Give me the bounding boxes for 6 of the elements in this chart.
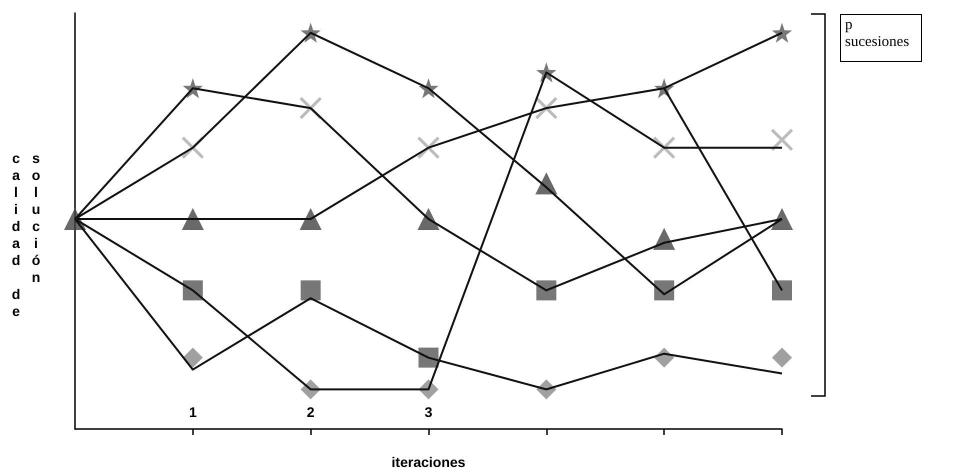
x-axis-title: iteraciones bbox=[392, 454, 466, 470]
x-tick-label: 2 bbox=[306, 404, 315, 420]
x-tick-label: 3 bbox=[424, 404, 433, 420]
x-tick-label: 1 bbox=[188, 404, 197, 420]
text: p sucesiones bbox=[840, 14, 922, 62]
y-axis-title: calidad de solución bbox=[7, 150, 45, 322]
